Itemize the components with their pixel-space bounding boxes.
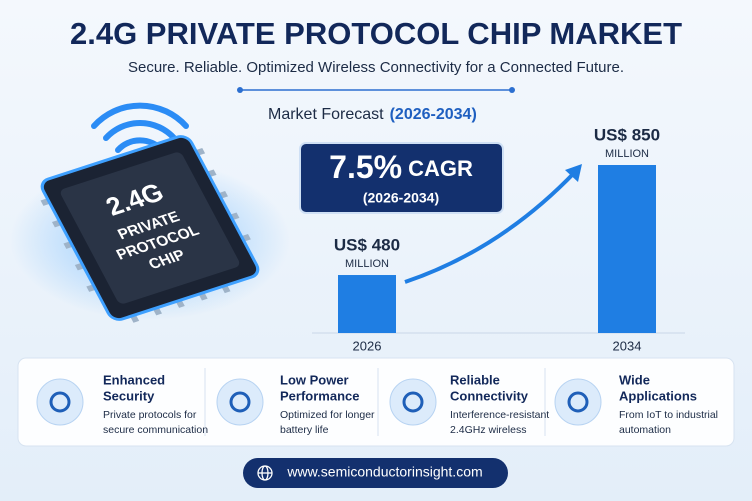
divider-dot (509, 87, 515, 93)
chart-title-text: Market Forecast (268, 106, 384, 123)
feature-description: Interference-resistant (450, 409, 549, 421)
feature-description: Optimized for longer (280, 409, 375, 421)
feature-icon-mark (229, 391, 251, 413)
footer-url: www.semiconductorinsight.com (286, 464, 482, 480)
feature-description: battery life (280, 424, 329, 436)
feature-icon (389, 378, 437, 426)
footer-pill (243, 458, 508, 488)
features-panel (17, 357, 735, 447)
x-tick-label: 2034 (613, 338, 642, 353)
feature-title: Enhanced (103, 372, 165, 387)
value-label: US$ 480 (334, 236, 400, 255)
chart-subtitle: (2026-2034) (390, 106, 477, 123)
growth-arrowhead (565, 164, 582, 182)
feature-separators (204, 368, 546, 436)
bar (598, 165, 656, 333)
x-tick-label: 2026 (353, 338, 382, 353)
feature-title: Low Power (280, 372, 349, 387)
globe-icon (257, 465, 273, 481)
feature-icon-mark (567, 391, 589, 413)
feature-description: automation (619, 424, 671, 436)
unit-label: MILLION (605, 148, 649, 160)
cagr-box (299, 142, 504, 214)
feature-title: Security (103, 388, 155, 403)
feature-icon (216, 378, 264, 426)
feature-title: Reliable (450, 372, 500, 387)
cagr-period: (2026-2034) (363, 190, 439, 206)
cagr-label: CAGR (408, 156, 473, 181)
cagr: 7.5% CAGR (329, 149, 473, 185)
feature-description: secure communication (103, 424, 208, 436)
cagr-value: 7.5% (329, 149, 402, 185)
feature-title: Performance (280, 388, 359, 403)
feature-icon-mark (402, 391, 424, 413)
plot: US$ 480 MILLION 2026 US$ 850 MILLION 2034 (334, 125, 660, 353)
feature-description: Private protocols for (103, 409, 197, 421)
feature-title: Connectivity (450, 388, 529, 403)
divider-dot (237, 87, 243, 93)
feature-icon-mark (49, 391, 71, 413)
feature-icon (554, 378, 602, 426)
title: 2.4G PRIVATE PROTOCOL CHIP MARKET (70, 16, 682, 51)
value-label: US$ 850 (594, 125, 660, 144)
feature-description: From IoT to industrial (619, 409, 718, 421)
feature-title: Wide (619, 372, 650, 387)
chart-title: Market Forecast (2026-2034) (268, 106, 477, 123)
feature-title: Applications (619, 388, 697, 403)
chip: 2.4G PRIVATE PROTOCOL CHIP (40, 135, 260, 323)
unit-label: MILLION (345, 258, 389, 270)
feature-description: 2.4GHz wireless (450, 424, 526, 436)
growth-arrow (404, 170, 577, 284)
bar (338, 275, 396, 333)
feature-icon (36, 378, 84, 426)
subtitle: Secure. Reliable. Optimized Wireless Con… (128, 59, 624, 76)
